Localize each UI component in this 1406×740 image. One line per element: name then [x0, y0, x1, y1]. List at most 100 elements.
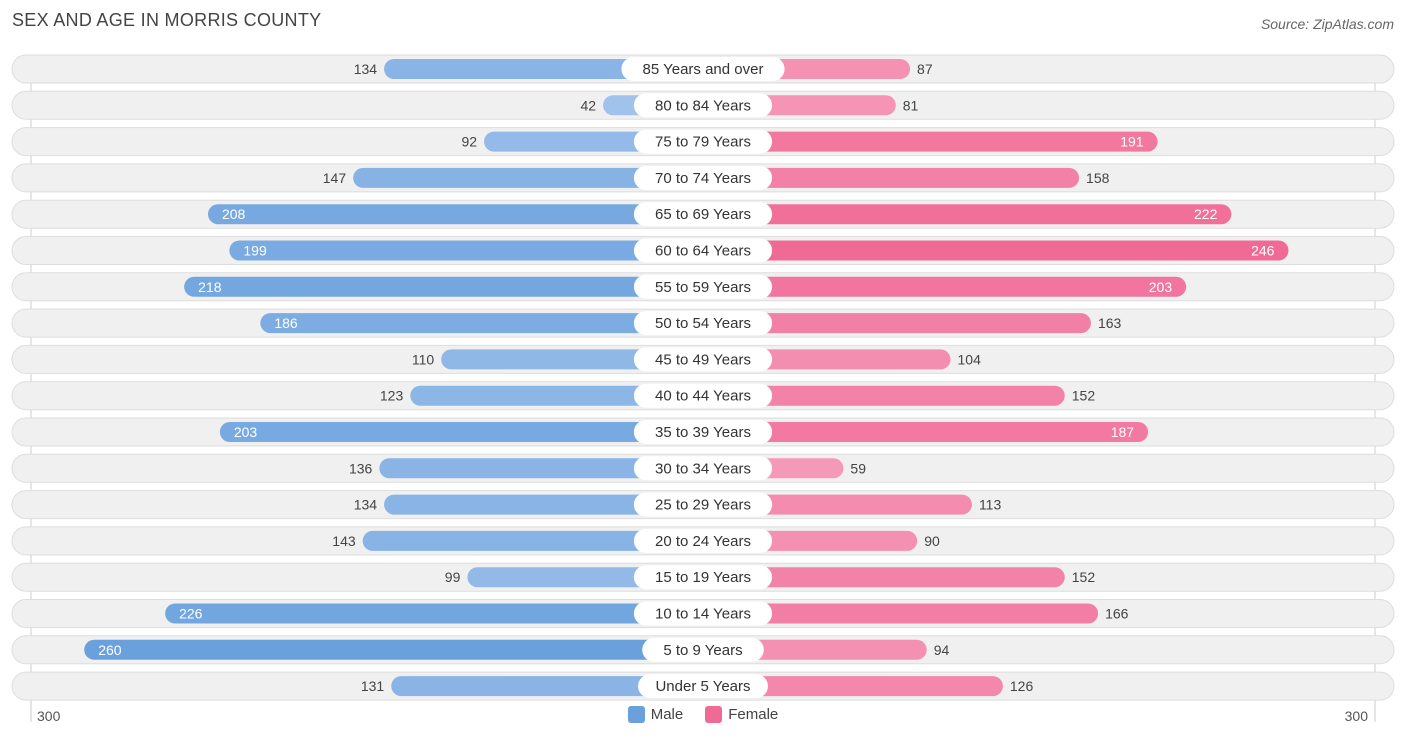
axis-right-label: 300 — [1344, 708, 1368, 724]
row-15: 226 166 10 to 14 Years — [11, 599, 1395, 628]
male-value-label: 136 — [349, 460, 373, 476]
male-value-label: 99 — [445, 569, 461, 585]
row-1: 42 81 80 to 84 Years — [11, 90, 1395, 120]
category-label: 50 to 54 Years — [655, 315, 751, 332]
female-value-label: 163 — [1098, 315, 1122, 331]
row-12: 134 113 25 to 29 Years — [11, 490, 1395, 520]
female-value-label: 166 — [1105, 606, 1129, 622]
male-value-label: 186 — [274, 315, 298, 331]
male-bar — [384, 494, 703, 515]
male-value-label: 226 — [179, 606, 203, 622]
female-bar — [703, 313, 1091, 334]
female-bar — [703, 204, 1232, 225]
female-value-label: 90 — [924, 533, 940, 549]
row-16: 260 94 5 to 9 Years — [11, 635, 1395, 665]
row-5: 199 246 60 to 64 Years — [11, 236, 1395, 265]
category-label-background — [633, 565, 773, 590]
female-value-label: 187 — [1111, 424, 1135, 440]
category-label: 45 to 49 Years — [655, 351, 751, 368]
male-value-label: 208 — [222, 206, 246, 222]
legend-item-male[interactable]: Male — [627, 706, 684, 723]
male-value-label: 260 — [98, 642, 122, 658]
category-label: 15 to 19 Years — [655, 569, 751, 586]
row-0: 134 87 85 Years and over — [11, 54, 1395, 84]
female-value-label: 152 — [1072, 388, 1096, 404]
legend-label-female: Female — [728, 706, 779, 723]
row-8: 110 104 45 to 49 Years — [11, 344, 1395, 374]
male-value-label: 218 — [198, 279, 222, 295]
legend: Male Female — [0, 706, 1406, 723]
female-bar — [703, 603, 1099, 624]
row-4: 208 222 65 to 69 Years — [11, 199, 1395, 229]
female-value-label: 126 — [1010, 678, 1034, 694]
male-value-label: 134 — [354, 61, 378, 77]
category-label: 80 to 84 Years — [655, 97, 751, 114]
female-value-label: 191 — [1120, 134, 1144, 150]
category-label: 25 to 29 Years — [655, 497, 751, 514]
male-bar — [362, 530, 703, 551]
female-value-label: 104 — [958, 351, 982, 367]
row-9: 123 152 40 to 44 Years — [11, 381, 1395, 411]
category-label: Under 5 Years — [655, 678, 750, 695]
male-bar — [207, 204, 703, 225]
category-label-background — [633, 129, 773, 154]
category-label-background — [642, 637, 764, 662]
male-bar — [391, 676, 703, 697]
category-label-background — [638, 674, 768, 699]
category-label-background — [633, 456, 773, 481]
category-label: 35 to 39 Years — [655, 424, 751, 441]
category-label: 85 Years and over — [643, 61, 764, 78]
category-label: 5 to 9 Years — [663, 642, 742, 659]
male-value-label: 42 — [580, 97, 596, 113]
female-value-label: 59 — [850, 460, 866, 476]
male-value-label: 131 — [361, 678, 385, 694]
female-bar — [703, 240, 1289, 261]
male-bar — [410, 385, 703, 406]
female-value-label: 246 — [1251, 243, 1275, 259]
legend-swatch-female — [705, 706, 723, 723]
female-value-label: 87 — [917, 61, 933, 77]
row-11: 136 59 30 to 34 Years — [11, 453, 1395, 483]
female-value-label: 203 — [1149, 279, 1173, 295]
male-bar — [353, 167, 703, 188]
category-label: 60 to 64 Years — [655, 243, 751, 260]
row-14: 99 152 15 to 19 Years — [11, 562, 1395, 592]
female-value-label: 81 — [903, 97, 919, 113]
category-label-background — [633, 202, 773, 227]
male-bar — [184, 276, 703, 297]
male-bar — [229, 240, 703, 261]
category-label: 70 to 74 Years — [655, 170, 751, 187]
male-value-label: 92 — [461, 134, 477, 150]
row-6: 218 203 55 to 59 Years — [11, 272, 1395, 302]
male-bar — [165, 603, 703, 624]
category-label: 10 to 14 Years — [655, 606, 751, 623]
female-value-label: 152 — [1072, 569, 1096, 585]
male-value-label: 199 — [243, 243, 267, 259]
female-bar — [703, 567, 1065, 588]
legend-label-male: Male — [650, 706, 684, 723]
category-label-background — [633, 311, 773, 336]
row-7: 186 163 50 to 54 Years — [11, 308, 1395, 338]
category-label-background — [633, 347, 773, 372]
male-value-label: 203 — [234, 424, 258, 440]
male-bar — [84, 639, 703, 660]
row-13: 143 90 20 to 24 Years — [11, 526, 1395, 556]
female-bar — [703, 422, 1149, 442]
female-value-label: 222 — [1194, 206, 1218, 222]
category-label-background — [633, 383, 773, 408]
category-label: 40 to 44 Years — [655, 388, 751, 405]
female-bar — [703, 276, 1187, 297]
category-label: 20 to 24 Years — [655, 533, 751, 550]
male-bar — [219, 422, 704, 442]
category-label-background — [633, 492, 773, 517]
category-label-background — [621, 57, 785, 81]
source-label: Source: ZipAtlas.com — [1260, 16, 1394, 32]
male-value-label: 134 — [354, 497, 378, 513]
category-label-background — [633, 93, 773, 118]
category-label: 30 to 34 Years — [655, 460, 751, 477]
category-label-background — [633, 420, 773, 444]
category-label-background — [633, 165, 773, 190]
male-value-label: 110 — [412, 351, 435, 367]
legend-item-female[interactable]: Female — [705, 706, 778, 723]
